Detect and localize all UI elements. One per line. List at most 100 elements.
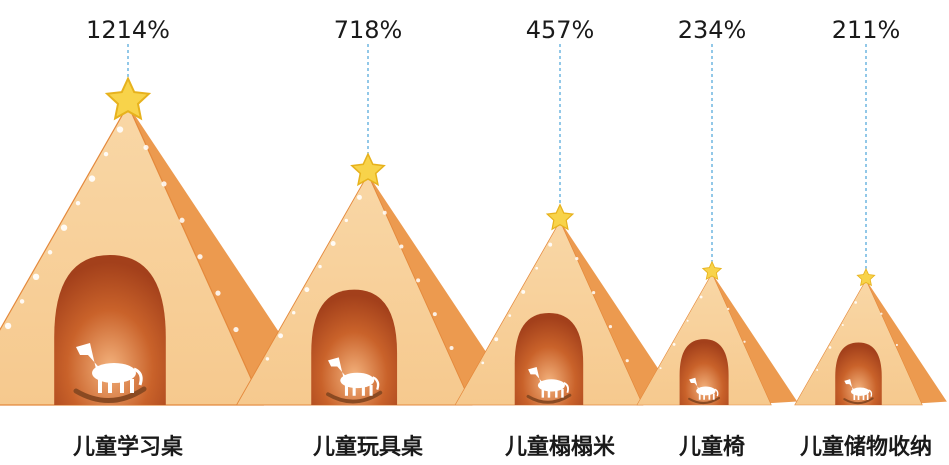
rocker-icon bbox=[326, 390, 383, 404]
tent-dot bbox=[535, 266, 539, 270]
tent-dot bbox=[521, 289, 526, 294]
tent-dot bbox=[330, 241, 336, 246]
data-label: 1214% bbox=[86, 16, 170, 44]
tent-doorway bbox=[54, 255, 166, 405]
category-label: 儿童储物收纳 bbox=[799, 434, 932, 460]
tent-dot bbox=[672, 343, 676, 346]
tent-dot bbox=[494, 337, 499, 342]
star-icon bbox=[104, 76, 152, 121]
tent-dot bbox=[508, 314, 512, 317]
rocker-icon bbox=[688, 396, 721, 405]
data-label: 234% bbox=[678, 16, 747, 44]
tent-dot bbox=[449, 345, 454, 350]
tent-dot bbox=[608, 325, 613, 329]
horse-tail-icon bbox=[714, 388, 719, 397]
tent-doorway bbox=[311, 289, 398, 405]
data-label: 457% bbox=[526, 16, 595, 44]
tent-dot bbox=[233, 326, 239, 333]
horse-leg-icon bbox=[555, 389, 558, 398]
tent-dot bbox=[197, 254, 203, 260]
horse-leg-icon bbox=[98, 379, 102, 393]
horse-leg-icon bbox=[120, 379, 124, 393]
horse-leg-icon bbox=[561, 389, 564, 398]
tent-dot bbox=[432, 312, 437, 317]
horse-body-icon bbox=[537, 379, 565, 392]
tent-dot bbox=[895, 343, 898, 347]
tent-3 bbox=[636, 44, 798, 406]
tent-dot bbox=[727, 307, 730, 310]
horse-leg-icon bbox=[703, 393, 705, 400]
tent-dot bbox=[357, 194, 362, 200]
tent-doorway bbox=[679, 339, 729, 405]
horse-leg-icon bbox=[698, 393, 701, 400]
horse-tail-icon bbox=[563, 382, 569, 394]
tent-dot bbox=[32, 273, 40, 281]
category-label: 儿童学习桌 bbox=[72, 434, 184, 460]
tent-dot bbox=[880, 312, 883, 315]
tent-dot bbox=[265, 357, 270, 361]
tent-0 bbox=[0, 44, 322, 406]
tent-dot bbox=[161, 181, 167, 187]
tent-dot bbox=[304, 287, 310, 293]
rocker-icon bbox=[843, 397, 874, 405]
tent-dot bbox=[699, 295, 703, 299]
horse-leg-icon bbox=[541, 389, 545, 398]
star-icon bbox=[856, 267, 876, 287]
tent-dot bbox=[103, 151, 109, 157]
tent-dot bbox=[686, 319, 689, 322]
tent-dot bbox=[399, 244, 404, 249]
rocker-icon bbox=[73, 386, 147, 403]
horse-leg-icon bbox=[853, 394, 856, 400]
horse-leg-icon bbox=[344, 385, 349, 396]
horse-body-icon bbox=[340, 372, 375, 389]
tent-dot bbox=[625, 359, 629, 363]
category-label: 儿童玩具桌 bbox=[312, 434, 424, 460]
horse-leg-icon bbox=[547, 389, 551, 398]
horse-leg-icon bbox=[108, 379, 112, 393]
horse-head-icon bbox=[328, 357, 350, 381]
tent-dot bbox=[592, 291, 596, 295]
tent-dot bbox=[19, 299, 25, 304]
tent-dot bbox=[344, 218, 349, 223]
horse-body-icon bbox=[92, 363, 136, 383]
tent-dot bbox=[116, 126, 124, 133]
tent-dot bbox=[416, 278, 421, 283]
tent-doorway bbox=[514, 312, 584, 405]
tent-dot bbox=[854, 301, 858, 304]
horse-leg-icon bbox=[866, 394, 869, 400]
horse-head-icon bbox=[844, 379, 856, 392]
tent-doorway bbox=[835, 342, 882, 405]
horse-tail-icon bbox=[372, 376, 380, 390]
horse-tail-icon bbox=[868, 389, 873, 397]
tent-dot bbox=[60, 224, 68, 231]
data-label: 718% bbox=[334, 16, 403, 44]
horse-head-icon bbox=[76, 343, 104, 373]
horse-leg-icon bbox=[857, 394, 860, 400]
chart-marks: 1214% 儿童学习桌 718% 儿童玩具桌 457% 儿童榻榻米 234% 儿童椅 211% 儿… bbox=[0, 16, 947, 460]
star-icon bbox=[350, 152, 386, 187]
horse-leg-icon bbox=[708, 393, 711, 400]
category-label: 儿童椅 bbox=[678, 434, 745, 460]
tent-dot bbox=[659, 367, 662, 370]
rocker-icon bbox=[526, 393, 572, 404]
tent-dot bbox=[318, 264, 322, 269]
tent-dot bbox=[215, 290, 221, 296]
tent-dot bbox=[179, 217, 185, 223]
horse-tail-icon bbox=[133, 367, 143, 386]
tent-dot bbox=[278, 333, 284, 339]
tent-dot bbox=[481, 361, 485, 365]
horse-head-icon bbox=[528, 366, 546, 386]
horse-leg-icon bbox=[712, 393, 715, 400]
tent-4 bbox=[794, 44, 947, 406]
tent-dot bbox=[382, 210, 387, 215]
horse-leg-icon bbox=[130, 379, 134, 393]
horse-leg-icon bbox=[862, 394, 865, 400]
tent-dot bbox=[548, 242, 553, 247]
tent-dot bbox=[143, 144, 149, 151]
tent-dot bbox=[47, 250, 53, 255]
tent-dot bbox=[4, 322, 12, 330]
data-label: 211% bbox=[832, 16, 901, 44]
star-icon bbox=[545, 203, 575, 231]
tent-2 bbox=[454, 44, 680, 406]
